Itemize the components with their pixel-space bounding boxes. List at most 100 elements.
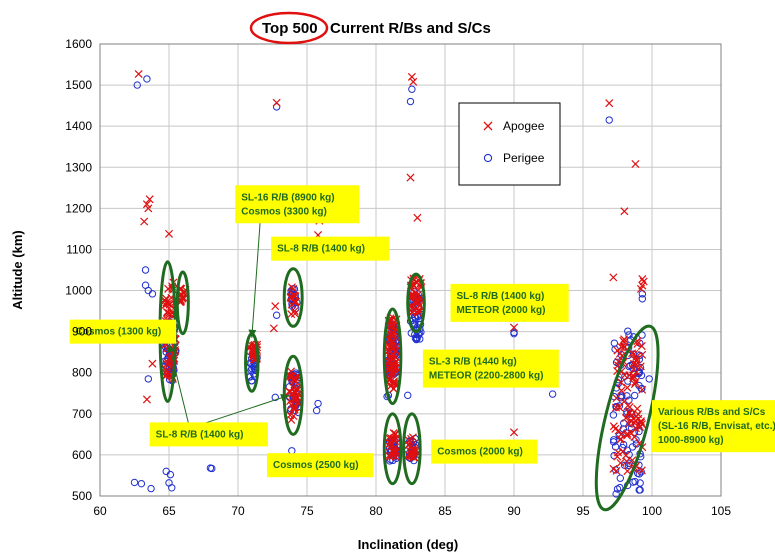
chart-title-highlight: Top 500 <box>262 20 318 37</box>
apogee-stroke <box>636 417 645 426</box>
legend-apogee-label: Apogee <box>503 119 545 133</box>
perigee-point <box>635 486 643 494</box>
label-box <box>422 349 559 388</box>
label-text: Cosmos (2000 kg) <box>437 447 523 458</box>
plot-area <box>99 43 722 497</box>
apogee-stroke <box>289 284 298 293</box>
perigee-point <box>272 103 281 111</box>
apogee-point <box>638 350 647 359</box>
apogee-stroke <box>291 373 300 382</box>
label-text: SL-3 R/B (1440 kg) <box>429 357 517 368</box>
apogee-point <box>617 343 626 352</box>
apogee-point <box>287 373 296 382</box>
label-box <box>149 422 268 447</box>
apogee-stroke <box>407 450 416 459</box>
annotation-arrow <box>167 343 191 429</box>
apogee-stroke <box>246 340 255 349</box>
perigee-point <box>628 443 637 451</box>
apogee-point <box>178 294 187 303</box>
apogee-point <box>411 298 420 307</box>
apogee-stroke <box>385 343 394 352</box>
apogee-stroke <box>628 349 637 358</box>
apogee-stroke <box>404 450 413 459</box>
x-tick-label: 60 <box>93 504 107 518</box>
apogee-stroke <box>637 342 646 351</box>
annotation-label: SL-16 R/B (8900 kg) Cosmos (3300 kg) <box>235 185 360 224</box>
x-tick-label: 80 <box>369 504 383 518</box>
y-tick-label: 800 <box>72 366 92 380</box>
apogee-point <box>292 297 301 306</box>
apogee-stroke <box>389 384 398 393</box>
perigee-point <box>625 459 633 468</box>
apogee-stroke <box>625 403 634 412</box>
apogee-stroke <box>134 69 143 79</box>
apogee-point <box>286 387 295 397</box>
arrow-shaft <box>251 222 261 338</box>
apogee-point <box>387 328 396 337</box>
apogee-point <box>612 403 621 412</box>
annotation-arrows <box>167 222 290 429</box>
apogee-point <box>290 307 299 316</box>
apogee-point <box>609 273 618 282</box>
apogee-stroke <box>633 339 642 348</box>
apogee-stroke <box>404 441 413 450</box>
apogee-point <box>404 450 413 459</box>
apogee-point <box>623 431 632 440</box>
label-text: SL-8 R/B (1400 kg) <box>156 429 244 440</box>
legend: Apogee Perigee <box>458 102 561 186</box>
apogee-stroke <box>290 405 299 414</box>
apogee-point <box>612 394 621 403</box>
apogee-stroke <box>407 434 416 443</box>
annotation-label: SL-8 R/B (1400 kg) <box>149 422 268 447</box>
apogee-stroke <box>291 403 300 412</box>
perigee-point <box>635 470 644 478</box>
cluster-ellipse <box>382 412 403 486</box>
perigee-point <box>636 479 644 487</box>
cluster-ellipse <box>175 270 190 336</box>
cluster-ellipses <box>158 260 660 512</box>
perigee-point <box>271 393 279 402</box>
apogee-point <box>623 383 632 392</box>
apogee-stroke <box>628 371 637 380</box>
perigee-point <box>630 391 639 400</box>
x-tick-label: 85 <box>438 504 452 518</box>
label-text: METEOR (2000 kg) <box>457 305 546 316</box>
legend-box <box>458 102 561 186</box>
apogee-point <box>140 217 149 226</box>
perigee-point <box>645 375 653 383</box>
apogee-point <box>286 411 295 420</box>
apogee-stroke <box>407 72 416 81</box>
apogee-stroke <box>293 385 302 394</box>
apogee-stroke <box>392 367 401 377</box>
apogee-point <box>409 446 418 455</box>
label-text: METEOR (2200-2800 kg) <box>429 371 544 382</box>
perigee-point <box>148 290 157 298</box>
perigee-point <box>312 406 321 415</box>
y-tick-label: 900 <box>72 325 92 339</box>
apogee-point <box>620 371 629 380</box>
apogee-stroke <box>636 284 645 293</box>
apogee-stroke <box>615 403 624 412</box>
apogee-stroke <box>388 367 397 376</box>
apogee-point <box>638 275 647 284</box>
apogee-stroke <box>286 387 295 397</box>
label-text: Cosmos (2500 kg) <box>273 460 359 471</box>
apogee-stroke <box>293 393 302 402</box>
apogee-stroke <box>638 350 647 359</box>
apogee-point <box>612 466 621 475</box>
perigee-point <box>137 479 146 488</box>
apogee-stroke <box>385 452 394 461</box>
perigee-point <box>605 116 613 124</box>
apogee-point <box>287 415 296 424</box>
apogee-stroke <box>616 458 625 468</box>
arrow-head <box>280 394 290 402</box>
apogee-point <box>620 335 629 344</box>
apogee-stroke <box>269 324 278 333</box>
apogee-point <box>272 98 281 107</box>
perigee-point <box>510 328 518 337</box>
apogee-stroke <box>142 200 151 209</box>
annotation-labels: SL-16 R/B (8900 kg) Cosmos (3300 kg) SL-8 … <box>69 185 775 478</box>
apogee-point <box>627 429 636 438</box>
perigee-point <box>272 311 281 319</box>
